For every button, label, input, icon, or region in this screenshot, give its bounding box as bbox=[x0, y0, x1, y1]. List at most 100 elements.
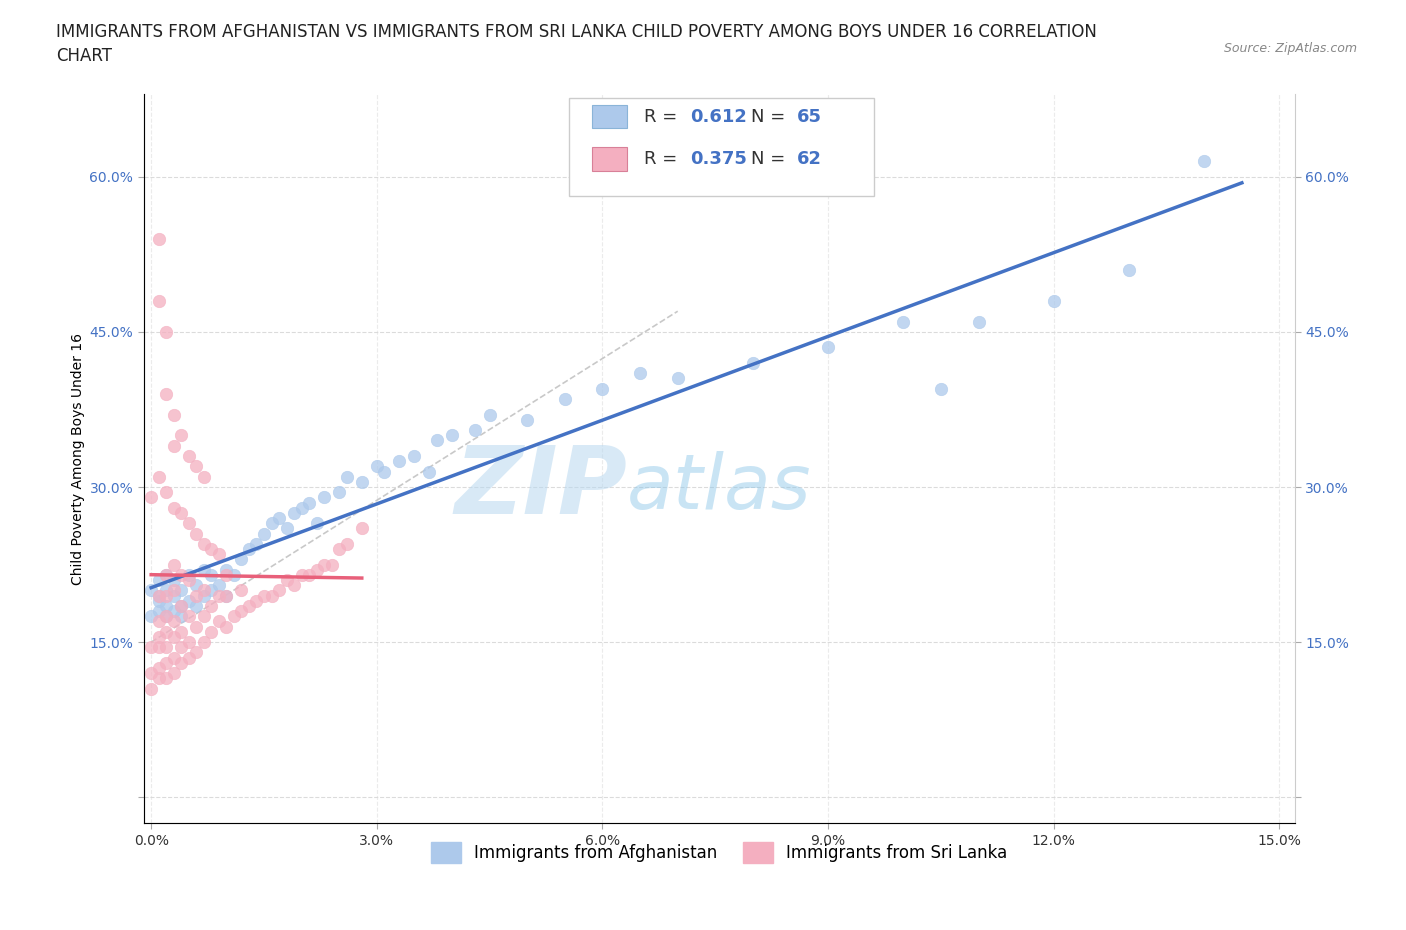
Text: R =: R = bbox=[644, 108, 683, 126]
Point bbox=[177, 593, 200, 608]
Point bbox=[328, 541, 350, 556]
Point bbox=[314, 557, 336, 572]
Point bbox=[336, 470, 359, 485]
Point bbox=[170, 428, 193, 443]
Point bbox=[141, 583, 163, 598]
Point bbox=[441, 428, 464, 443]
Point bbox=[267, 511, 290, 525]
Point bbox=[155, 609, 177, 624]
Point bbox=[193, 583, 215, 598]
Point bbox=[155, 325, 177, 339]
Point bbox=[245, 537, 267, 551]
Point bbox=[215, 588, 238, 603]
Point bbox=[186, 599, 208, 614]
Point bbox=[628, 365, 651, 380]
Point bbox=[1043, 294, 1066, 309]
Point bbox=[388, 454, 411, 469]
Text: ZIP: ZIP bbox=[454, 442, 627, 534]
Point bbox=[929, 381, 952, 396]
Point bbox=[283, 578, 305, 592]
Point bbox=[186, 526, 208, 541]
Point bbox=[260, 588, 283, 603]
Y-axis label: Child Poverty Among Boys Under 16: Child Poverty Among Boys Under 16 bbox=[72, 333, 86, 585]
Point bbox=[193, 634, 215, 649]
Point bbox=[170, 609, 193, 624]
Point bbox=[666, 371, 689, 386]
Point bbox=[148, 470, 170, 485]
Point bbox=[163, 407, 186, 422]
Point bbox=[231, 604, 253, 618]
Point bbox=[170, 640, 193, 655]
Point bbox=[177, 634, 200, 649]
Point bbox=[148, 671, 170, 685]
Point bbox=[155, 624, 177, 639]
Point bbox=[163, 630, 186, 644]
Point bbox=[155, 656, 177, 671]
Point bbox=[193, 563, 215, 578]
Point bbox=[148, 294, 170, 309]
Point bbox=[231, 583, 253, 598]
Point bbox=[148, 593, 170, 608]
Point bbox=[155, 387, 177, 402]
Point bbox=[200, 624, 222, 639]
Point bbox=[177, 516, 200, 531]
Point bbox=[148, 614, 170, 629]
Point bbox=[148, 588, 170, 603]
Point bbox=[404, 448, 426, 463]
Point bbox=[177, 609, 200, 624]
Text: 65: 65 bbox=[797, 108, 823, 126]
Point bbox=[222, 609, 245, 624]
Point bbox=[267, 583, 290, 598]
Point bbox=[148, 573, 170, 588]
Point bbox=[170, 624, 193, 639]
Point bbox=[208, 547, 231, 562]
Point bbox=[177, 567, 200, 582]
Text: N =: N = bbox=[751, 108, 792, 126]
Point bbox=[328, 485, 350, 499]
Text: IMMIGRANTS FROM AFGHANISTAN VS IMMIGRANTS FROM SRI LANKA CHILD POVERTY AMONG BOY: IMMIGRANTS FROM AFGHANISTAN VS IMMIGRANT… bbox=[56, 23, 1097, 65]
Point bbox=[200, 583, 222, 598]
Point bbox=[298, 567, 321, 582]
Point bbox=[967, 314, 990, 329]
Text: N =: N = bbox=[751, 150, 792, 168]
Point bbox=[193, 609, 215, 624]
Point bbox=[215, 563, 238, 578]
Point bbox=[170, 656, 193, 671]
Point bbox=[155, 567, 177, 582]
Point bbox=[148, 232, 170, 246]
Point bbox=[186, 458, 208, 473]
Point bbox=[426, 433, 449, 448]
Point bbox=[177, 448, 200, 463]
FancyBboxPatch shape bbox=[569, 98, 875, 196]
Point bbox=[238, 599, 260, 614]
Point bbox=[155, 609, 177, 624]
Point bbox=[200, 567, 222, 582]
Point bbox=[418, 464, 440, 479]
Point bbox=[193, 537, 215, 551]
Point bbox=[193, 588, 215, 603]
Point bbox=[305, 516, 328, 531]
Point bbox=[155, 599, 177, 614]
Point bbox=[253, 526, 276, 541]
Point bbox=[592, 381, 614, 396]
Point bbox=[516, 412, 538, 427]
Point bbox=[1194, 153, 1216, 168]
Point bbox=[464, 423, 486, 438]
Point bbox=[155, 583, 177, 598]
Point bbox=[215, 619, 238, 634]
Text: R =: R = bbox=[644, 150, 683, 168]
Point bbox=[155, 567, 177, 582]
Point bbox=[163, 557, 186, 572]
Point bbox=[163, 666, 186, 681]
Point bbox=[208, 578, 231, 592]
Point bbox=[193, 470, 215, 485]
Point bbox=[373, 464, 395, 479]
Point bbox=[177, 650, 200, 665]
Point bbox=[155, 588, 177, 603]
Point bbox=[155, 640, 177, 655]
Point bbox=[170, 599, 193, 614]
Point bbox=[148, 640, 170, 655]
Point bbox=[177, 573, 200, 588]
Point bbox=[260, 516, 283, 531]
Point bbox=[245, 593, 267, 608]
